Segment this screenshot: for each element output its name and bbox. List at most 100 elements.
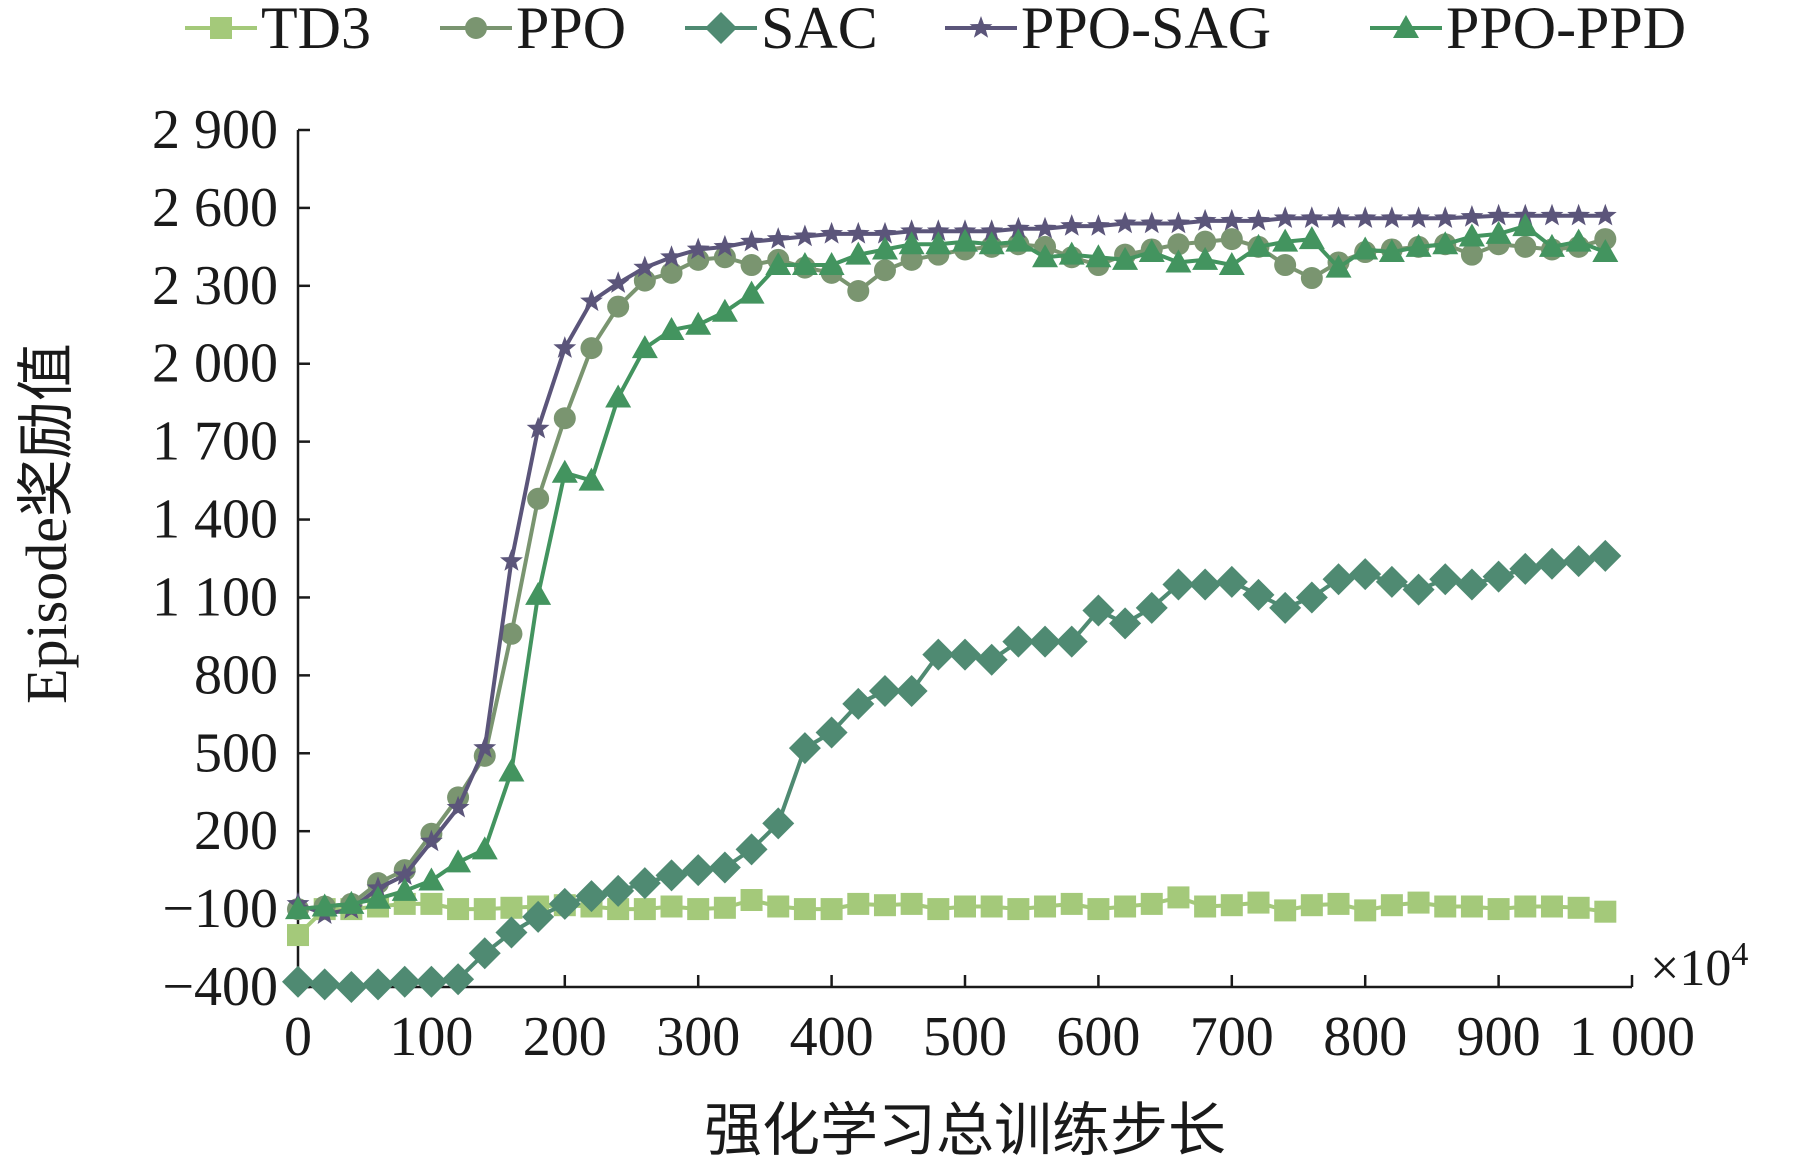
legend-label: PPO (516, 0, 626, 61)
x-tick-label: 700 (1190, 1006, 1274, 1068)
data-point-ppo-ppd (551, 459, 578, 483)
data-point-ppo-sag (553, 336, 577, 358)
data-point-ppo-sag (526, 416, 550, 439)
data-point-ppo-ppd (845, 241, 872, 265)
data-point-td3 (1380, 894, 1403, 917)
data-point-ppo-ppd (1165, 249, 1192, 273)
data-point-sac (522, 900, 555, 933)
data-point-sac (1322, 563, 1355, 596)
data-point-sac (815, 716, 848, 749)
data-point-ppo (847, 280, 870, 303)
legend-swatch-marker (969, 16, 993, 38)
y-tick-label: 500 (194, 722, 278, 784)
data-point-td3 (607, 898, 630, 921)
data-point-ppo (1514, 235, 1537, 258)
y-tick-label: 1 400 (152, 489, 278, 551)
data-point-ppo-sag (1087, 214, 1110, 236)
data-point-ppo (873, 259, 896, 282)
legend-label: SAC (761, 0, 878, 61)
series-sac (282, 539, 1622, 1003)
data-point-sac (388, 965, 421, 998)
data-point-ppo-sag (1273, 206, 1297, 228)
data-point-sac (1109, 607, 1142, 640)
data-point-ppo-sag (793, 224, 817, 247)
data-point-sac (655, 859, 688, 892)
data-point-sac (308, 968, 341, 1001)
data-point-sac (1509, 552, 1542, 585)
data-point-ppo-sag (1033, 216, 1057, 239)
data-point-sac (415, 965, 448, 998)
data-point-sac (895, 674, 928, 707)
data-point-ppo-ppd (1192, 246, 1219, 270)
data-point-sac (1029, 625, 1062, 658)
legend-swatch-marker (210, 17, 232, 39)
legend-label: PPO-PPD (1446, 0, 1686, 61)
data-point-td3 (420, 892, 443, 915)
data-point-td3 (713, 896, 736, 919)
data-point-sac (735, 833, 768, 866)
data-point-ppo-ppd (605, 384, 632, 408)
data-point-ppo-ppd (338, 890, 365, 914)
x-tick-label: 100 (389, 1006, 473, 1068)
x-ticks: 0 100 200 300 400 500 600 700 800 900 1 000 (284, 975, 1695, 1068)
data-point-ppo-ppd (765, 252, 792, 276)
data-point-ppo-sag (500, 549, 523, 571)
data-point-ppo-sag (446, 795, 470, 818)
data-point-ppo-ppd (898, 231, 925, 255)
data-point-ppo-sag (1567, 203, 1591, 226)
data-point-ppo-ppd (791, 252, 818, 276)
data-point-ppo-ppd (471, 836, 498, 860)
data-point-ppo-ppd (525, 581, 552, 605)
series-ppo-ppd (285, 213, 1619, 920)
y-tick-label: −100 (162, 878, 278, 940)
data-point-td3 (1167, 886, 1190, 909)
data-point-sac (335, 971, 368, 1003)
data-point-ppo (500, 622, 523, 645)
legend-swatch-marker (1393, 15, 1419, 38)
legend-item-ppo-ppd: PPO-PPD (1370, 0, 1686, 61)
data-point-ppo (580, 337, 603, 360)
data-point-ppo-ppd (1218, 252, 1245, 276)
data-point-td3 (793, 898, 816, 921)
data-point-ppo-ppd (445, 849, 472, 873)
data-point-ppo (527, 487, 550, 510)
data-point-ppo (607, 295, 630, 318)
data-point-td3 (1514, 895, 1537, 918)
data-point-td3 (1087, 898, 1110, 921)
legend-item-td3: TD3 (185, 0, 371, 61)
data-point-sac (1135, 591, 1168, 624)
data-point-ppo-sag (1140, 211, 1164, 234)
data-point-sac (1429, 563, 1462, 596)
data-point-ppo (900, 248, 923, 271)
series-layer (282, 203, 1622, 1003)
data-point-ppo-ppd (631, 335, 658, 359)
data-point-sac (1002, 625, 1035, 658)
data-point-sac (495, 916, 528, 949)
data-point-ppo-ppd (738, 280, 765, 304)
data-point-ppo-ppd (1112, 246, 1139, 270)
y-tick-label: 2 600 (152, 177, 278, 239)
data-point-ppo-sag (980, 219, 1004, 241)
legend-swatch-marker (465, 17, 487, 39)
data-point-sac (548, 887, 581, 920)
data-point-sac (1242, 578, 1275, 611)
data-point-td3 (820, 898, 843, 921)
legend-swatch-marker (705, 12, 737, 44)
x-tick-label: 600 (1056, 1006, 1140, 1068)
data-point-ppo-ppd (418, 867, 445, 891)
data-point-td3 (1300, 894, 1323, 917)
data-point-ppo-ppd (1565, 228, 1592, 252)
legend-item-ppo: PPO (440, 0, 626, 61)
data-point-ppo-ppd (818, 252, 845, 276)
data-point-ppo-sag (1113, 211, 1137, 234)
data-point-td3 (1434, 895, 1457, 918)
data-point-td3 (447, 898, 470, 921)
y-tick-label: 2 300 (152, 255, 278, 317)
data-point-ppo-sag (1593, 203, 1617, 226)
data-point-td3 (1407, 891, 1430, 914)
data-point-sac (1402, 573, 1435, 606)
data-point-ppo-ppd (1405, 233, 1432, 257)
data-point-sac (282, 965, 314, 998)
y-ticks: −400 −100 200 500 800 1 100 1 400 1 700 2 000 2 3… (152, 99, 310, 1018)
